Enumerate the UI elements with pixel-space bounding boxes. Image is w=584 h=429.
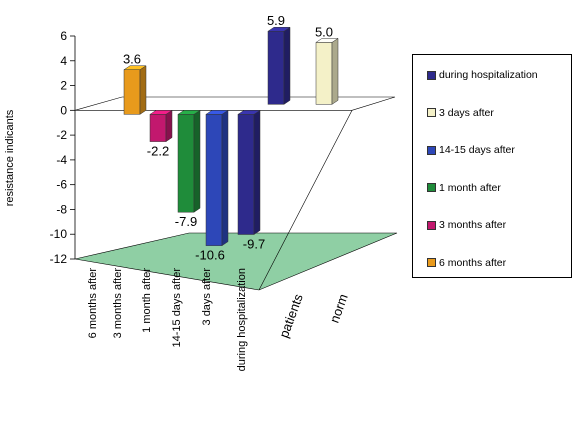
legend-label: 3 months after bbox=[439, 219, 507, 231]
bar-side bbox=[221, 109, 229, 247]
legend-item: 14-15 days after bbox=[427, 144, 515, 156]
bar-front bbox=[315, 42, 333, 105]
floor-edge bbox=[258, 110, 353, 291]
y-tick-label: 6 bbox=[60, 29, 67, 43]
bar-front bbox=[149, 114, 167, 142]
bar-front bbox=[177, 114, 195, 213]
bar-top bbox=[315, 38, 339, 43]
y-tick-label: -10 bbox=[50, 227, 68, 241]
y-tick-label: -12 bbox=[50, 252, 68, 266]
x-category-label: 3 days after bbox=[201, 268, 213, 326]
data-label: -2.2 bbox=[147, 144, 169, 159]
legend-swatch bbox=[427, 108, 436, 117]
data-label: -9.7 bbox=[243, 237, 265, 252]
y-tick-label: 4 bbox=[60, 54, 67, 68]
y-tick-label: -2 bbox=[56, 128, 67, 142]
bar-patients-3-months-after bbox=[149, 109, 173, 143]
bar-norm-3-days-after bbox=[315, 37, 339, 105]
bar-top bbox=[237, 110, 261, 115]
bar-top bbox=[149, 110, 173, 115]
legend-item: 3 months after bbox=[427, 219, 506, 231]
bar-top bbox=[123, 65, 147, 70]
bar-side bbox=[253, 109, 261, 235]
bar-top bbox=[267, 26, 291, 32]
legend-swatch bbox=[427, 258, 436, 267]
data-label: -10.6 bbox=[195, 248, 225, 263]
legend-label: 6 months after bbox=[439, 256, 507, 269]
legend-swatch bbox=[427, 183, 436, 192]
legend-item: 3 days after bbox=[427, 107, 494, 119]
group-label-norm: norm bbox=[327, 292, 351, 325]
bar-side bbox=[193, 109, 201, 213]
y-tick-label: -6 bbox=[56, 178, 67, 192]
bar-side bbox=[331, 37, 339, 105]
x-category-label: 6 months after bbox=[87, 268, 99, 339]
bar-top bbox=[177, 110, 201, 115]
x-category-label: 1 month after bbox=[141, 268, 153, 333]
bar-front bbox=[267, 30, 285, 105]
bar-patients-during-hospitalization bbox=[237, 109, 261, 235]
legend-swatch bbox=[427, 145, 436, 155]
data-label: 3.6 bbox=[123, 52, 141, 67]
floor-plane bbox=[74, 232, 398, 291]
bar-norm-during-hospitalization bbox=[267, 26, 291, 105]
zero-plane bbox=[74, 96, 396, 111]
legend-label: 3 days after bbox=[439, 106, 494, 119]
legend-label: 1 month after bbox=[439, 181, 501, 194]
bar-front bbox=[237, 114, 255, 235]
x-category-label: 14-15 days after bbox=[171, 268, 183, 348]
bar-patients-6-months-after bbox=[123, 65, 147, 115]
x-category-label: 3 months after bbox=[112, 268, 124, 339]
legend-swatch bbox=[427, 220, 436, 230]
legend-swatch bbox=[427, 70, 436, 80]
legend-item: during hospitalization bbox=[427, 69, 538, 81]
bar-patients-1-month-after bbox=[177, 109, 201, 213]
y-tick-label: 0 bbox=[60, 103, 67, 117]
legend-label: 14-15 days after bbox=[439, 144, 515, 156]
bar-side bbox=[283, 26, 291, 105]
bar-side bbox=[139, 65, 147, 115]
data-label: 5.0 bbox=[315, 24, 333, 39]
bar-side bbox=[165, 109, 173, 143]
group-label-patients: patients bbox=[276, 291, 306, 339]
legend: during hospitalization 3 days after 14-15 … bbox=[412, 54, 572, 278]
data-label: -7.9 bbox=[175, 214, 197, 229]
y-tick-label: -4 bbox=[56, 153, 67, 167]
y-axis-title: resistance indicants bbox=[4, 109, 16, 206]
x-category-label: during hospitalization bbox=[236, 268, 248, 371]
legend-item: 6 months after bbox=[427, 257, 506, 269]
bar-front bbox=[123, 69, 141, 115]
data-label: 5.9 bbox=[267, 13, 285, 28]
legend-item: 1 month after bbox=[427, 182, 501, 194]
bar-front bbox=[205, 114, 223, 246]
bar-patients-14-15-days-after bbox=[205, 109, 229, 247]
y-tick-label: -8 bbox=[56, 202, 67, 216]
legend-label: during hospitalization bbox=[439, 69, 538, 81]
bar-top bbox=[205, 110, 229, 115]
y-tick-label: 2 bbox=[60, 79, 67, 93]
